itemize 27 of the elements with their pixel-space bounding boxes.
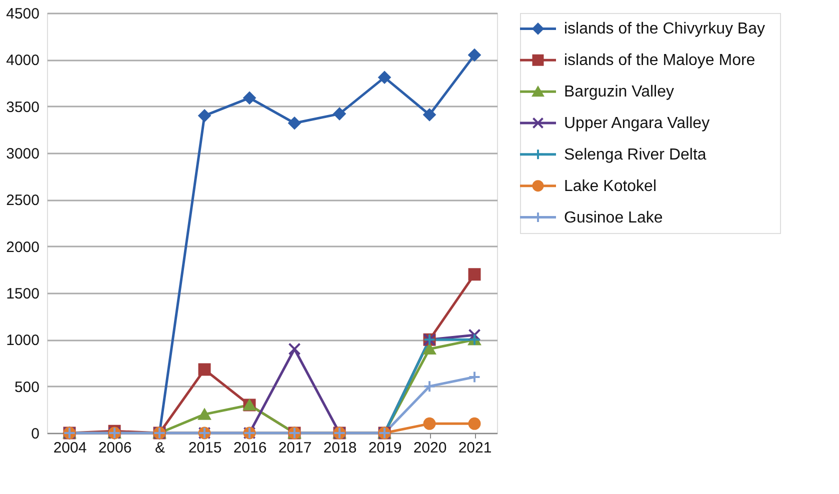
x-tick-label: &: [154, 440, 166, 456]
x-tick-label: 2021: [458, 440, 492, 456]
legend-label: Gusinoe Lake: [564, 209, 663, 226]
y-tick-label: 2500: [6, 192, 40, 210]
y-tick-label: 4500: [6, 6, 40, 22]
y-tick-label: 500: [14, 378, 40, 396]
y-tick-label: 4000: [6, 52, 40, 70]
legend-label: islands of the Maloye More: [564, 52, 756, 70]
y-tick-label: 3500: [6, 98, 40, 116]
x-tick-label: 2006: [98, 440, 132, 456]
legend-label: islands of the Chivyrkuy Bay: [564, 20, 765, 38]
x-tick-label: 2004: [53, 440, 87, 456]
x-tick-label: 2020: [413, 440, 447, 456]
legend-label: Lake Kotokel: [564, 178, 657, 195]
y-tick-label: 0: [31, 426, 40, 442]
x-tick-label: 2017: [278, 440, 312, 456]
y-tick-label: 2000: [6, 238, 40, 256]
y-tick-label: 1000: [6, 332, 40, 350]
legend-label: Upper Angara Valley: [564, 115, 710, 132]
y-tick-label: 3000: [6, 146, 40, 162]
y-tick-label: 1500: [6, 286, 40, 302]
x-tick-label: 2018: [323, 440, 357, 456]
legend-label: Selenga River Delta: [564, 146, 706, 164]
x-tick-label: 2016: [233, 440, 267, 456]
x-tick-label: 2015: [188, 440, 222, 456]
legend-label: Barguzin Valley: [564, 84, 674, 101]
x-tick-label: 2019: [368, 440, 402, 456]
